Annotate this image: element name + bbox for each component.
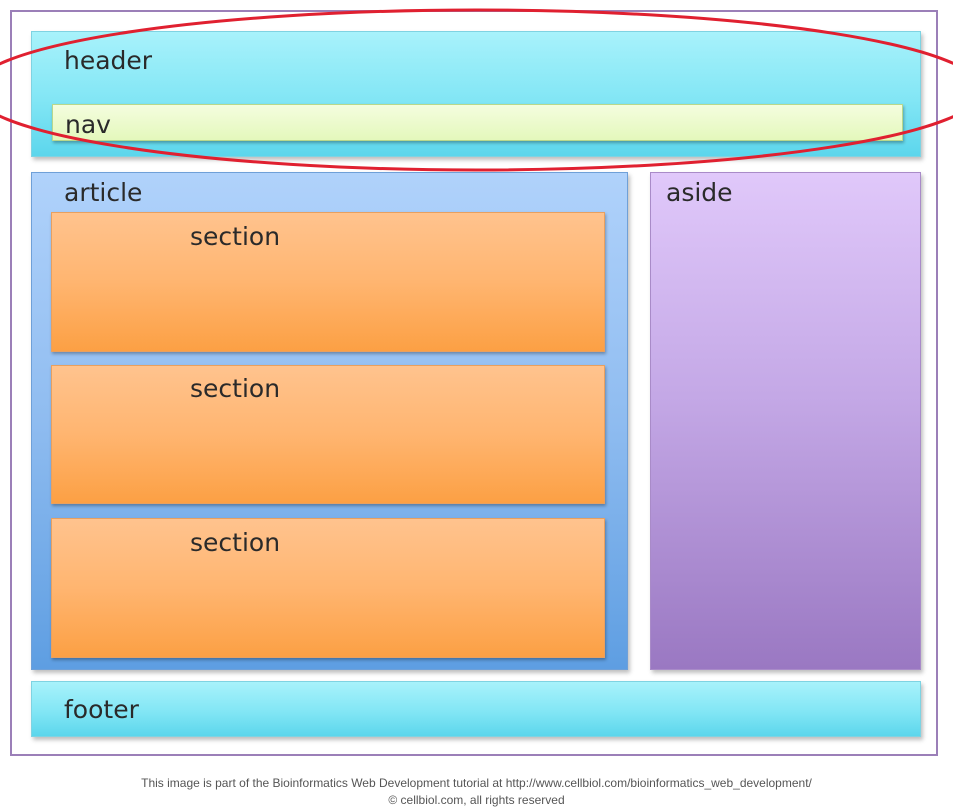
footer-label: footer xyxy=(64,695,139,724)
footer-block: footer xyxy=(31,681,921,737)
credit-line-1: This image is part of the Bioinformatics… xyxy=(141,776,812,790)
credit-line-2: © cellbiol.com, all rights reserved xyxy=(388,793,565,807)
section-block-2: section xyxy=(51,365,605,504)
nav-label: nav xyxy=(65,110,111,139)
section-label: section xyxy=(190,528,281,557)
section-label: section xyxy=(190,222,281,251)
section-block-3: section xyxy=(51,518,605,658)
section-label: section xyxy=(190,374,281,403)
aside-label: aside xyxy=(666,178,733,207)
nav-block: nav xyxy=(52,104,903,141)
section-block-1: section xyxy=(51,212,605,352)
aside-block: aside xyxy=(650,172,921,670)
header-label: header xyxy=(64,46,153,75)
article-label: article xyxy=(64,178,143,207)
